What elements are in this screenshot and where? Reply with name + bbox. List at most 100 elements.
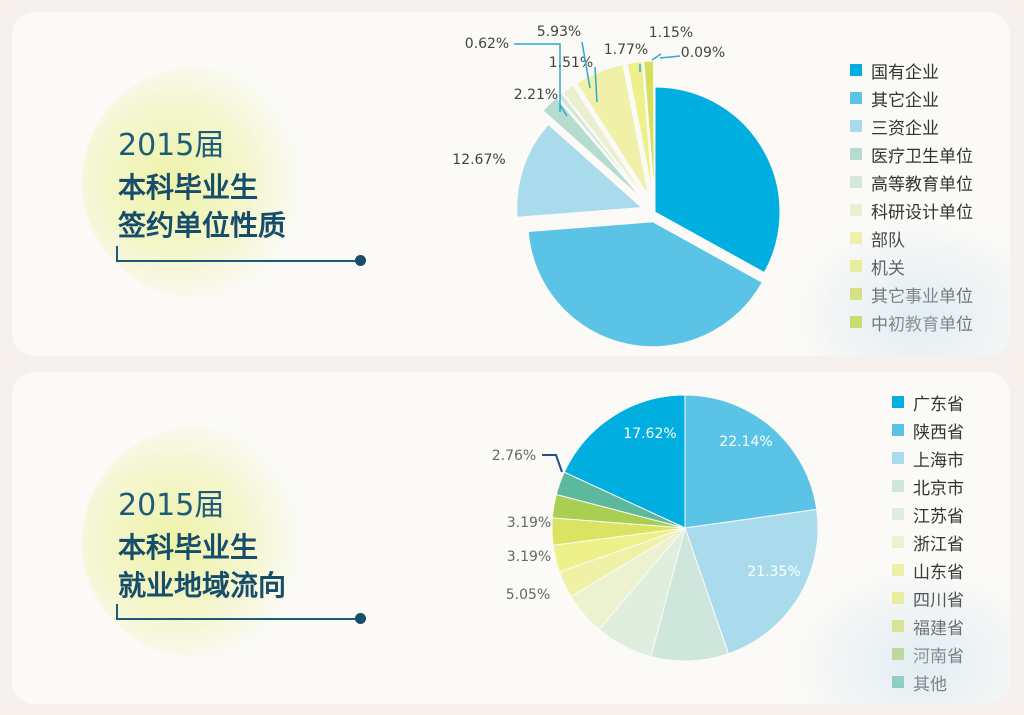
legend-label: 河南省 — [913, 646, 964, 667]
slice-value-label: 5.05% — [506, 587, 550, 603]
legend-swatch — [850, 232, 862, 244]
chart-1-year: 2015届 — [118, 128, 225, 163]
slice-value-label: 22.14% — [719, 434, 772, 450]
legend-swatch — [892, 648, 904, 660]
chart-2-deco-tick — [116, 604, 118, 620]
legend-label: 国有企业 — [871, 62, 939, 83]
legend-item: 浙江省 — [892, 528, 964, 556]
legend-item: 江苏省 — [892, 500, 964, 528]
legend-swatch — [850, 148, 862, 160]
legend-label: 高等教育单位 — [871, 174, 973, 195]
legend-item: 科研设计单位 — [850, 196, 973, 224]
legend-label: 医疗卫生单位 — [871, 146, 973, 167]
legend-label: 其它事业单位 — [871, 286, 973, 307]
legend-item: 其它企业 — [850, 84, 973, 112]
chart-1-title-line1: 本科毕业生 — [118, 171, 259, 204]
legend-swatch — [850, 288, 862, 300]
legend-item: 北京市 — [892, 472, 964, 500]
legend-swatch — [892, 676, 904, 688]
leader-line — [651, 53, 662, 61]
legend-label: 机关 — [871, 258, 905, 279]
legend-swatch — [892, 592, 904, 604]
legend-swatch — [850, 316, 862, 328]
legend-swatch — [892, 536, 904, 548]
pie-slice — [643, 60, 655, 195]
legend-label: 北京市 — [913, 478, 964, 499]
legend-label: 浙江省 — [913, 534, 964, 555]
legend-item: 部队 — [850, 224, 973, 252]
legend-item: 河南省 — [892, 640, 964, 668]
chart-1-deco-line — [116, 260, 360, 262]
pie-slice — [516, 123, 643, 218]
legend-swatch — [892, 452, 904, 464]
legend-swatch — [850, 204, 862, 216]
slice-value-label: 0.09% — [681, 45, 725, 61]
slice-value-label: 3.19% — [507, 515, 551, 531]
leader-line — [594, 66, 598, 103]
legend-swatch — [892, 396, 904, 408]
legend-item: 四川省 — [892, 584, 964, 612]
legend-swatch — [892, 480, 904, 492]
pie-slice — [561, 84, 646, 198]
chart-2-title-line2: 就业地域流向 — [118, 569, 287, 602]
legend-label: 四川省 — [913, 590, 964, 611]
chart-2-title-line1: 本科毕业生 — [118, 531, 259, 564]
legend-label: 中初教育单位 — [871, 314, 973, 335]
pie-slice — [684, 394, 818, 529]
legend-item: 中初教育单位 — [850, 308, 973, 336]
panel-contract-unit: 2015届 本科毕业生 签约单位性质 12.67% 2.21% 0.62% 1.51%… — [12, 12, 1010, 356]
legend-item: 上海市 — [892, 444, 964, 472]
title-glow — [82, 67, 312, 297]
legend-label: 江苏省 — [913, 506, 964, 527]
chart-1-legend: 国有企业其它企业三资企业医疗卫生单位 高等教育单位 科研设计单位 部队机关其它事业单位… — [850, 56, 973, 336]
legend-swatch — [850, 92, 862, 104]
chart-1-deco-tick — [116, 246, 118, 262]
slice-value-label: 17.62% — [623, 426, 676, 442]
pie-slice — [576, 64, 649, 196]
slice-value-label: 3.19% — [507, 549, 551, 565]
legend-label: 科研设计单位 — [871, 202, 973, 223]
legend-item: 其它事业单位 — [850, 280, 973, 308]
legend-swatch — [850, 176, 862, 188]
pie-slice — [626, 61, 654, 195]
legend-swatch — [892, 620, 904, 632]
leader-line — [581, 41, 591, 89]
chart-2-deco-line — [116, 618, 360, 620]
chart-1-deco-dot — [355, 255, 366, 266]
pie-slice — [542, 96, 643, 200]
pie-slice — [563, 394, 686, 529]
chart-2-year: 2015届 — [118, 488, 225, 523]
panel-region: 2015届 本科毕业生 就业地域流向 17.62% 22.14% 21.35% 5.0… — [12, 372, 1010, 704]
legend-label: 陕西省 — [913, 422, 964, 443]
slice-value-label: 0.62% — [465, 36, 509, 52]
legend-item: 国有企业 — [850, 56, 973, 84]
slice-value-label: 1.51% — [549, 55, 593, 71]
legend-label: 广东省 — [913, 394, 964, 415]
legend-label: 上海市 — [913, 450, 964, 471]
pie-slice — [654, 86, 781, 274]
legend-label: 福建省 — [913, 618, 964, 639]
legend-label: 三资企业 — [871, 118, 939, 139]
leader-line — [559, 104, 568, 117]
pie-slice — [653, 60, 656, 195]
legend-item: 机关 — [850, 252, 973, 280]
leader-line — [514, 43, 561, 112]
leader-line — [659, 55, 681, 59]
legend-item: 其他 — [892, 668, 964, 696]
chart-1-pie: 12.67% 2.21% 0.62% 1.51% 5.93% 1.77%1.15% 0.09… — [452, 24, 781, 348]
pie-slice — [555, 471, 686, 529]
legend-swatch — [850, 64, 862, 76]
legend-label: 部队 — [871, 230, 905, 251]
chart-2-deco-dot — [355, 613, 366, 624]
legend-item: 福建省 — [892, 612, 964, 640]
chart-2-legend: 广东省 陕西省 上海市 北京市 江苏省 浙江省 山东省 四川省 福建省 河南省 其他 — [892, 388, 964, 696]
chart-2-pie: 17.62% 22.14% 21.35% 5.05% 3.19% 3.19% 2.76% — [492, 394, 819, 662]
legend-label: 其它企业 — [871, 90, 939, 111]
legend-item: 陕西省 — [892, 416, 964, 444]
slice-value-label: 1.15% — [649, 25, 693, 41]
legend-item: 高等教育单位 — [850, 168, 973, 196]
pie-slice — [684, 508, 819, 655]
slice-value-label: 12.67% — [452, 152, 505, 168]
chart-1-title-line2: 签约单位性质 — [118, 209, 287, 242]
slice-value-label: 5.93% — [537, 24, 581, 40]
